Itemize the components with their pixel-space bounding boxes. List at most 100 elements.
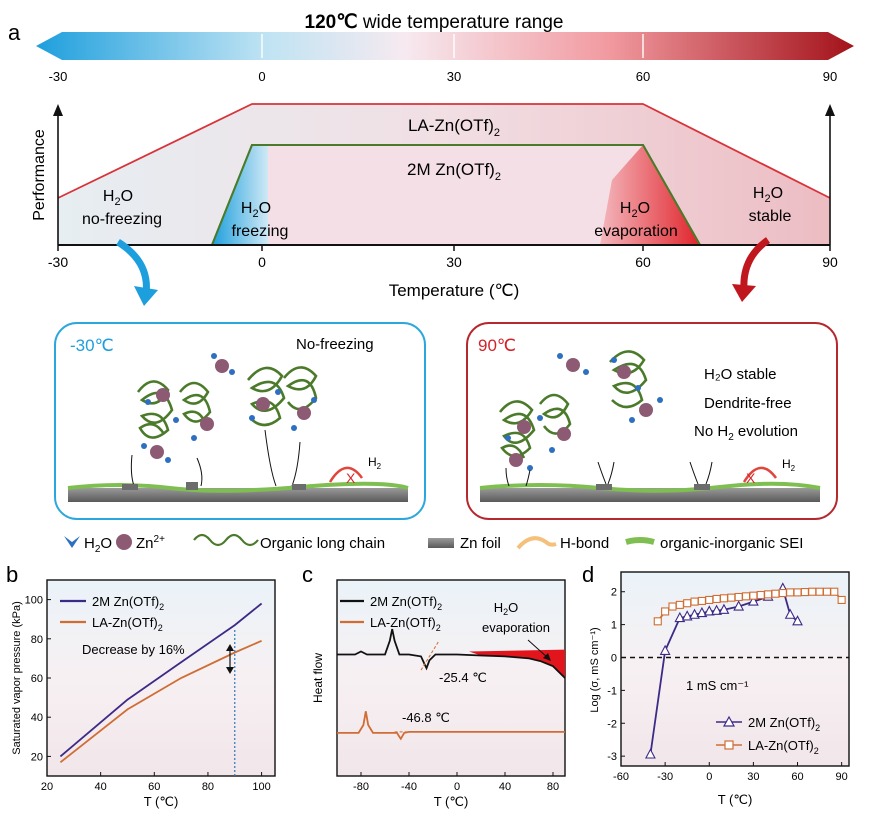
x-tick-label: 0 — [454, 781, 460, 793]
cold-zn-bumps — [122, 482, 306, 490]
data-point-square — [837, 595, 846, 604]
data-point-square — [734, 592, 743, 602]
perf-x-tick: -30 — [48, 254, 68, 270]
x-tick-label: 30 — [747, 771, 759, 783]
x-tick-label: 100 — [252, 781, 270, 793]
data-point-triangle — [659, 644, 671, 655]
perf-x-ticks: -30 0 30 60 90 — [48, 254, 838, 270]
sub-2: 2 — [114, 196, 120, 208]
legend-label-2m: 2M Zn(OTf)2 — [92, 594, 164, 612]
data-point-square — [822, 587, 831, 596]
data-point-square — [683, 599, 692, 608]
cold-box-note: No-freezing — [296, 336, 374, 353]
svg-text:H2O: H2O — [494, 600, 519, 617]
data-point-triangle — [784, 608, 796, 619]
cold-sei-layer — [67, 481, 409, 493]
h-char: H — [103, 188, 115, 205]
perf-x-tick: 60 — [635, 254, 651, 270]
legend-label-la: LA-Zn(OTf)2 — [748, 738, 819, 756]
x-tick-label: 80 — [547, 781, 559, 793]
la-label: LA-Zn(OTf)2 — [408, 116, 500, 139]
h2o-freezing-label: H2O freezing — [232, 200, 289, 240]
h2o-freezing-line2: freezing — [232, 223, 289, 240]
series-sub: 2 — [159, 602, 164, 612]
y-tick-label: 100 — [25, 595, 43, 607]
h2o-nofreeze-line2: no-freezing — [82, 211, 162, 228]
y-tick-label: -3 — [607, 751, 617, 763]
cold-zn-foil — [68, 488, 408, 502]
cold-h2-label: H2 — [368, 455, 382, 471]
hot-h2-label: H2 — [782, 457, 796, 473]
hot-box-note1: H₂O stable — [704, 366, 777, 383]
hot-box-note2: Dendrite-free — [704, 395, 792, 412]
h2o-stable-label: H2O stable — [749, 185, 792, 225]
data-point-triangle — [747, 595, 759, 606]
series-sub: 2 — [436, 623, 441, 633]
cold-h2-arrow — [328, 466, 364, 483]
x-tick-label: 40 — [499, 781, 511, 793]
chart-d-ticks: -60 -30 0 30 60 90 -3 -2 -1 0 1 2 — [607, 587, 848, 783]
cold-box — [54, 322, 426, 520]
chart-b-annotation: Decrease by 16% — [82, 642, 185, 657]
hot-sei-layer — [479, 481, 821, 493]
perf-x-axis-label: Temperature (℃) — [389, 281, 520, 300]
data-point-triangle — [681, 610, 693, 621]
chart-b-marks — [59, 602, 263, 776]
legend-zn-icon — [116, 534, 132, 550]
h-char: H — [494, 600, 503, 615]
o-char: O — [638, 200, 650, 217]
note3-sub: 2 — [728, 432, 734, 443]
perf-ticks — [57, 245, 831, 251]
chart-c-evap-arrowhead — [543, 653, 551, 661]
hot-polymer-clusters — [498, 350, 663, 471]
chart-b-ylabel: Saturated vapor pressure (kPa) — [11, 601, 23, 754]
y-tick-label: -1 — [607, 685, 617, 697]
y-tick-label: 0 — [611, 652, 617, 664]
o-char: O — [100, 535, 112, 552]
data-point-square — [705, 595, 714, 604]
banner-title: 120℃ wide temperature range — [305, 12, 564, 33]
data-point-square — [697, 596, 706, 605]
series-sub: 2 — [437, 602, 442, 612]
svg-text:H2O: H2O — [103, 188, 133, 208]
cold-arrows — [130, 429, 301, 487]
data-point-triangle — [645, 748, 656, 759]
evaporation-zone — [600, 145, 700, 245]
hot-zn-bumps — [596, 484, 710, 490]
perf-axis-label: Performance — [31, 129, 48, 221]
chart-c-legend: 2M Zn(OTf)2 LA-Zn(OTf)2 — [340, 594, 442, 633]
banner-tick: 0 — [258, 69, 265, 84]
legend-foil: Zn foil — [460, 535, 501, 552]
hot-x-mark: X — [746, 470, 756, 486]
legend-hbond: H-bond — [560, 535, 609, 552]
series-name: 2M Zn(OTf) — [370, 594, 437, 609]
chart-c-evap-fill — [469, 649, 565, 678]
series-name: LA-Zn(OTf) — [748, 738, 814, 753]
chart-d-xlabel: T (℃) — [718, 792, 753, 807]
chart-c-onset-dash-2m — [420, 640, 440, 671]
legend-h2o: H2O — [84, 535, 112, 555]
panel-d-letter: d — [582, 562, 594, 587]
data-point-square — [741, 592, 751, 601]
legend-zn: Zn2+ — [136, 534, 165, 552]
data-point-triangle — [689, 608, 700, 619]
x-tick-label: 20 — [41, 781, 53, 793]
h-char: H — [241, 200, 253, 217]
sub-2: 2 — [503, 607, 508, 617]
hot-box-note3: No H2 evolution — [694, 423, 798, 443]
banner-ticks: -30 0 30 60 90 — [49, 69, 838, 84]
banner-tick: 90 — [823, 69, 837, 84]
h2o-nofreeze-label: H2O no-freezing — [82, 188, 162, 228]
data-point-square — [712, 594, 721, 604]
note3-c: evolution — [734, 423, 798, 440]
series-name: 2M Zn(OTf) — [748, 715, 815, 730]
y-tick-label: 1 — [611, 620, 617, 632]
chart-b-ticks: 20 40 60 80 100 20 40 60 80 100 — [25, 595, 271, 793]
cold-box-temp: -30℃ — [70, 336, 114, 355]
data-point-square — [675, 600, 684, 609]
data-point-square — [771, 589, 780, 598]
data-point-square — [661, 607, 670, 616]
legend-label-la: LA-Zn(OTf)2 — [92, 615, 163, 633]
hot-arrow-head — [732, 284, 756, 302]
